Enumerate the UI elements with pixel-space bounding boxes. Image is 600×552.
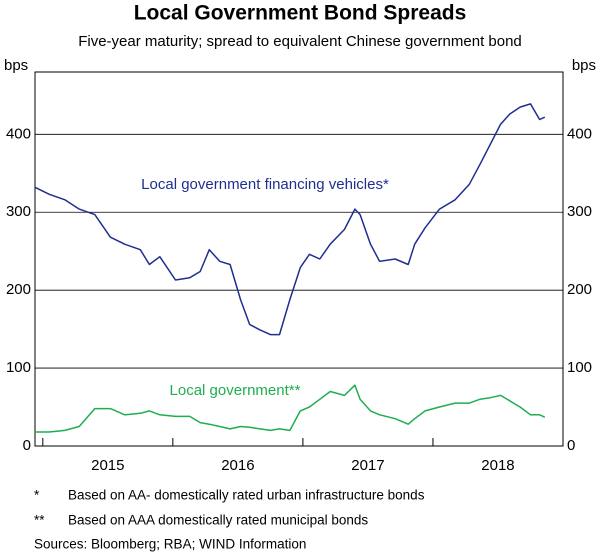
y2-tick-label: 200: [567, 281, 592, 298]
chart-subtitle: Five-year maturity; spread to equivalent…: [78, 33, 522, 50]
series-line: [34, 103, 546, 336]
footnote-symbol: *: [34, 488, 40, 503]
series-line: [35, 384, 546, 433]
y-tick-label: 0: [23, 437, 31, 454]
source: Sources: Bloomberg; RBA; WIND Informatio…: [34, 537, 306, 552]
footnote-text: Based on AAA domestically rated municipa…: [68, 513, 368, 528]
x-tick-label: 2017: [351, 457, 384, 474]
y-tick-label: 200: [6, 281, 31, 298]
y2-tick-label: 100: [567, 359, 592, 376]
y-tick-label: 400: [6, 125, 31, 142]
plot-frame: [34, 71, 564, 447]
footnote-text: Based on AA- domestically rated urban in…: [68, 488, 425, 503]
series-label: Local government**: [170, 382, 301, 399]
series-label: Local government financing vehicles*: [141, 176, 389, 193]
chart-title: Local Government Bond Spreads: [134, 2, 467, 25]
y2-tick-label: 400: [567, 125, 592, 142]
y2-axis-label: bps: [572, 57, 596, 74]
y2-tick-label: 300: [567, 203, 592, 220]
x-tick-label: 2016: [221, 457, 254, 474]
y-axis-label: bps: [4, 57, 28, 74]
x-tick-label: 2018: [481, 457, 514, 474]
x-tick-label: 2015: [91, 457, 124, 474]
y-tick-label: 100: [6, 359, 31, 376]
y2-tick-label: 0: [567, 437, 575, 454]
footnote-symbol: **: [34, 513, 45, 528]
y-tick-label: 300: [6, 203, 31, 220]
